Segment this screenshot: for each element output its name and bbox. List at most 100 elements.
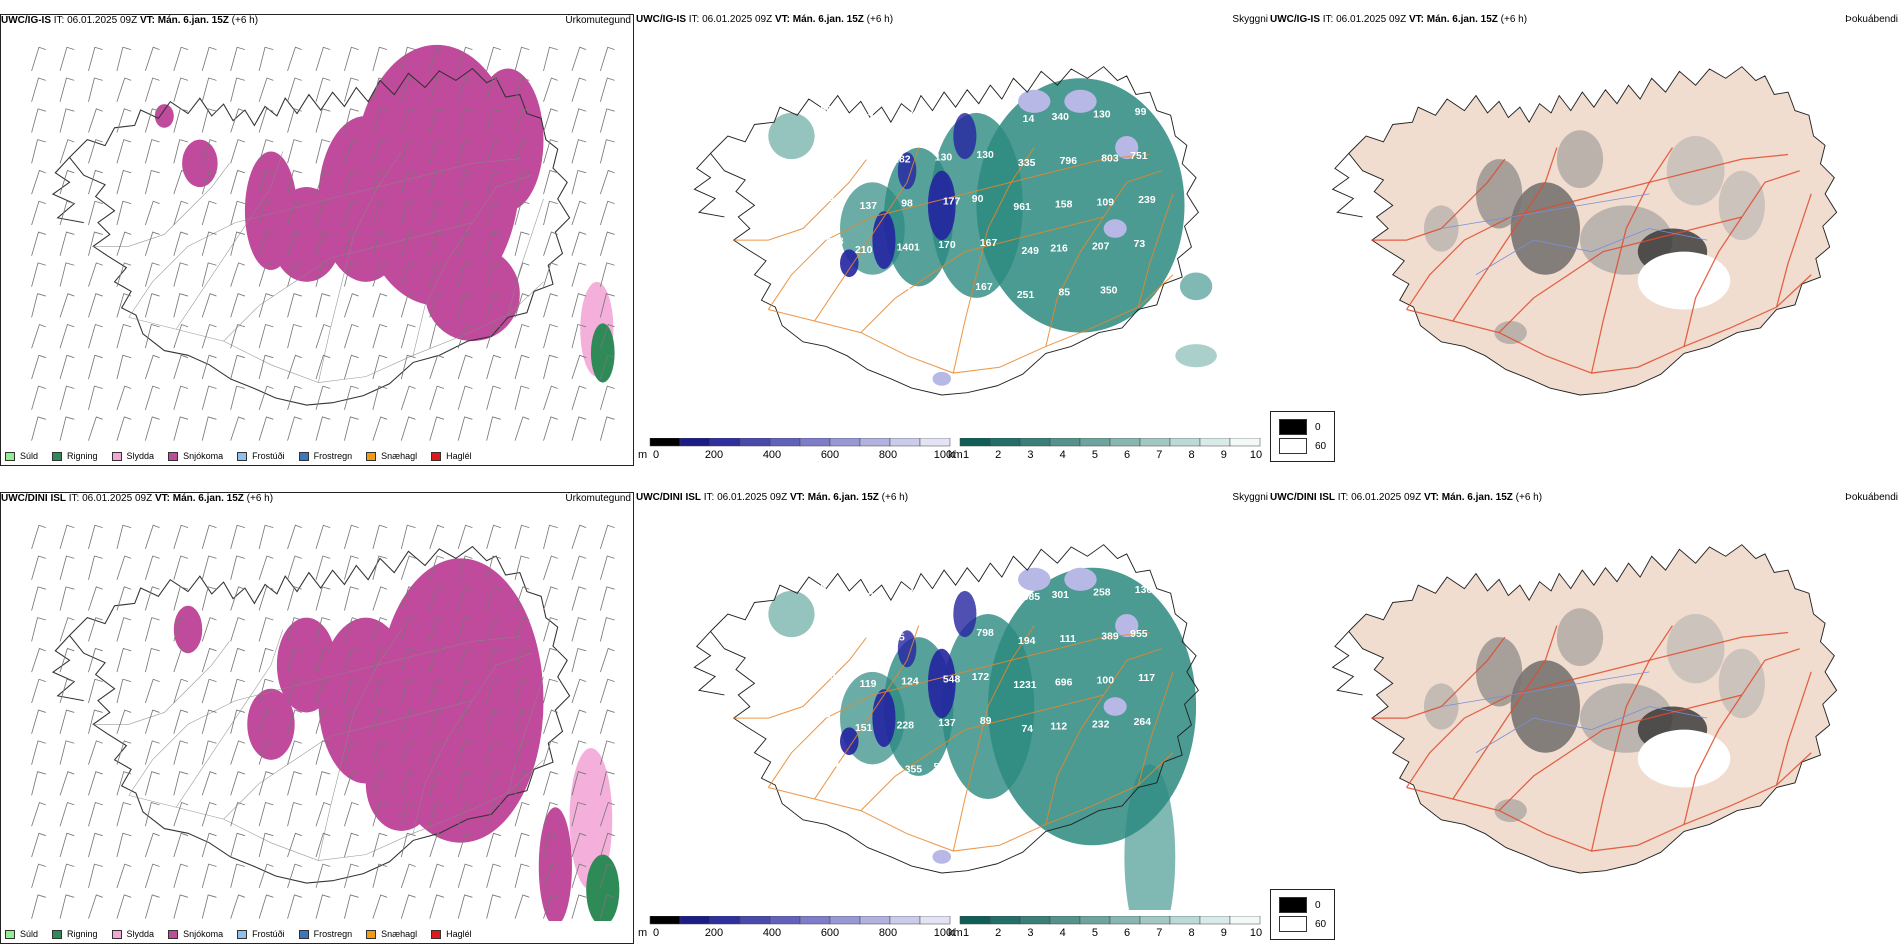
lead-time: (+6 h) (1515, 492, 1543, 503)
cloud-base-value: 190 (856, 591, 874, 602)
precip-type-panel: UWC/IG-IS IT: 06.01.2025 09Z VT: Mán. 6.… (0, 14, 634, 466)
colorbar-segment (1169, 916, 1201, 925)
it-value: 06.01.2025 09Z (702, 14, 773, 25)
cloud-base-value: 228 (897, 720, 915, 731)
cloud-base-value: 193 (863, 289, 881, 300)
colorbar-unit: km (948, 927, 963, 939)
colorbar-segment (1229, 916, 1261, 925)
legend-item: Súld (5, 451, 38, 461)
legend-item: Frostregn (298, 451, 353, 461)
cloud-base-value: 68 (815, 583, 827, 594)
cloud-base-value: 130 (976, 150, 994, 161)
height-colorbar: m 0 200 400 600 800 1000 (636, 438, 956, 462)
cloud-base-value: 150 (818, 671, 836, 682)
cloud-base-value: 264 (1134, 717, 1152, 728)
precip-type-map (31, 44, 615, 441)
colorbar-tick: 0 (653, 449, 659, 461)
colorbar-segment (1019, 916, 1051, 925)
fog-indicator-map (1331, 66, 1838, 396)
colorbar-segment (1199, 916, 1231, 925)
it-label: IT: (688, 14, 700, 25)
colorbar-segment (1229, 438, 1261, 447)
it-value: 06.01.2025 09Z (717, 492, 788, 503)
cloud-base-value: 210 (855, 245, 873, 256)
legend-item: Haglél (431, 451, 472, 461)
it-label: IT: (1337, 492, 1349, 503)
colorbar-tick: 800 (879, 449, 897, 461)
fog-legend-label: 60 (1315, 918, 1327, 930)
colorbar-unit: m (638, 449, 647, 461)
vt-label: VT: (789, 492, 805, 503)
cloud-base-value: 172 (972, 672, 990, 683)
colorbar-segment (1049, 916, 1081, 925)
colorbar-segment (799, 916, 831, 925)
cloud-base-value: 109 (1097, 197, 1115, 208)
cloud-base-value: 14 (1023, 114, 1035, 125)
cloud-base-value: 112 (1050, 722, 1067, 733)
colorbar-segment (1169, 438, 1201, 447)
panel-title: Þokuábendi (1845, 14, 1898, 25)
legend-label: Rigning (67, 929, 98, 939)
cloud-base-value: 170 (938, 240, 956, 251)
panel-title: Skyggni (1232, 492, 1268, 503)
colorbar-segment (829, 438, 861, 447)
legend-label: Snæhagl (381, 451, 418, 461)
colorbar-segment (829, 916, 861, 925)
panel-header: UWC/DINI ISL IT: 06.01.2025 09Z VT: Mán.… (636, 492, 1270, 508)
fog-legend-item: 60 (1279, 916, 1326, 932)
cloud-base-value: 167 (975, 282, 993, 293)
colorbar-segment (919, 916, 951, 925)
colorbar-unit: m (638, 927, 647, 939)
legend-label: Frostregn (313, 451, 353, 461)
cloud-ceiling-panel: UWC/DINI ISL IT: 06.01.2025 09Z VT: Mán.… (636, 492, 1270, 944)
colorbar-tick: 9 (1221, 927, 1227, 939)
fog-legend-item: 60 (1279, 438, 1326, 454)
cloud-base-value: 437 (856, 113, 874, 124)
cloud-base-value: 249 (1022, 246, 1040, 257)
colorbar-tick: 200 (705, 449, 723, 461)
cloud-base-value: 74 (1022, 724, 1034, 735)
cloud-base-value: 85 (1059, 288, 1071, 299)
colorbar-tick: 600 (821, 927, 839, 939)
legend-item: Slydda (111, 451, 155, 461)
legend-item: Frostúði (237, 929, 285, 939)
panel-header: UWC/IG-IS IT: 06.01.2025 09Z VT: Mán. 6.… (636, 14, 1270, 30)
colorbar-tick: 600 (821, 449, 839, 461)
cloud-base-value: 280 (815, 105, 833, 116)
cloud-base-value: 335 (1018, 158, 1036, 169)
colorbar-tick: 400 (763, 449, 781, 461)
cloud-ceiling-map: 68 190 313 346 872 685 301 258 136 81 271 35 134 798 1… (693, 544, 1199, 910)
cloud-base-value: 182 (893, 155, 911, 166)
fog-indicator-map (1331, 544, 1838, 874)
cloud-base-value: 55 (934, 762, 946, 773)
fog-legend-label: 0 (1315, 899, 1321, 911)
colorbar-segment (709, 438, 741, 447)
legend-swatch (237, 929, 248, 939)
panel-title: Þokuábendi (1845, 492, 1898, 503)
legend-label: Haglél (446, 451, 472, 461)
legend-label: Slydda (126, 451, 155, 461)
fog-legend-swatch (1279, 419, 1307, 435)
it-value: 06.01.2025 09Z (1336, 14, 1407, 25)
height-colorbar: m 0 200 400 600 800 1000 (636, 916, 956, 940)
model-name: UWC/IG-IS (636, 14, 686, 25)
legend-item: Rigning (52, 929, 98, 939)
colorbar-tick: 1000 (934, 449, 956, 461)
colorbar-tick: 10 (1250, 927, 1262, 939)
panel-header: UWC/IG-IS IT: 06.01.2025 09Z VT: Mán. 6.… (1270, 14, 1900, 30)
cloud-base-value: 798 (976, 628, 994, 639)
it-label: IT: (1322, 14, 1334, 25)
panel-header: UWC/DINI ISL IT: 06.01.2025 09Z VT: Mán.… (1270, 492, 1900, 508)
visibility-colorbar: km 1 2 3 4 5 6 7 8 9 10 (946, 916, 1266, 940)
colorbar-segment (1139, 438, 1171, 447)
fog-panel: UWC/DINI ISL IT: 06.01.2025 09Z VT: Mán.… (1270, 492, 1900, 944)
it-value: 06.01.2025 09Z (1351, 492, 1422, 503)
legend-item: Haglél (431, 929, 472, 939)
fog-legend: 0 60 (1270, 889, 1336, 940)
legend-label: Frostúði (252, 451, 285, 461)
colorbar-tick: 10 (1250, 449, 1262, 461)
colorbar-tick: 2 (995, 449, 1001, 461)
colorbar-tick: 6 (1124, 927, 1130, 939)
colorbar-segment (959, 438, 991, 447)
model-name: UWC/IG-IS (1, 15, 51, 26)
